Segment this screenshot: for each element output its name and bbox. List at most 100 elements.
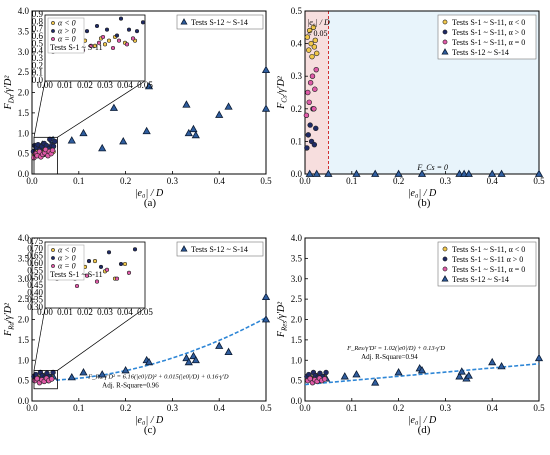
legend-label: Tests S-1 ~ S-11, α = 0	[452, 38, 525, 47]
inset-legend-title: Tests S-1 ~ S-11	[50, 43, 103, 52]
y-tick-label: 1.0	[18, 128, 30, 138]
point-neg	[323, 369, 329, 376]
inset-y-tick-label: 0.50	[27, 273, 43, 283]
inset-point-pos	[106, 38, 112, 43]
inset-y-tick-label: 0.1	[32, 68, 43, 78]
inset-point-zero	[116, 38, 122, 43]
point-tri	[261, 292, 271, 301]
x-axis-label: |e₀| / D	[135, 188, 164, 199]
point-tri	[215, 341, 224, 349]
y-tick-label: 1.5	[18, 335, 30, 345]
inset-point-pos	[92, 43, 98, 48]
legend: Tests S-12 ~ S-14	[176, 14, 264, 30]
point-tri	[305, 169, 314, 177]
point-pos	[309, 53, 315, 60]
inset-point-zero	[74, 283, 80, 289]
x-tick-label: 0.2	[120, 176, 131, 186]
y-tick-label: 0.0	[18, 396, 30, 406]
annotation-region: |e₀| / D	[307, 18, 330, 27]
panel-c: 0.0 0.1 0.2 0.3 0.4 0.5 0.0 0.5 1.0 1.5 2.0 2.5 3.0 3…	[3, 233, 272, 436]
legend-label: Tests S-1 ~ S-11, α < 0	[452, 18, 525, 27]
point-neg	[52, 138, 58, 145]
inset-legend-label: α > 0	[58, 27, 76, 36]
point-tri	[371, 378, 380, 386]
point-tri	[497, 361, 506, 370]
legend-label: Tests S-12 ~ S-14	[452, 275, 509, 284]
y-tick-label: 2.0	[18, 315, 30, 325]
y-tick-label: 4.0	[18, 6, 30, 16]
legend-marker-zero	[442, 39, 448, 45]
fit-equation: F_Res/γ'D² = 1.02(|e0|/D) + 0.13·γ'D	[346, 345, 445, 352]
y-tick-label: 0.5	[291, 6, 303, 16]
inset-point-neg	[134, 29, 140, 34]
point-tri	[121, 366, 130, 374]
inset-point-zero	[94, 279, 100, 284]
legend-marker-zero	[442, 266, 448, 272]
inset-point-zero	[130, 36, 136, 41]
inset-x-tick-label: 0.00	[37, 80, 53, 90]
point-pos	[306, 47, 312, 53]
inset-x-tick-label: 0.04	[117, 80, 133, 90]
x-tick-label: 0.1	[73, 403, 84, 413]
inset-legend-label: α = 0	[58, 35, 76, 44]
x-tick-label: 0.5	[260, 403, 272, 413]
inset-legend-label: α < 0	[58, 19, 76, 28]
inset-x-tick-label: 0.01	[57, 307, 73, 317]
x-tick-label: 0.5	[260, 176, 272, 186]
x-tick-label: 0.4	[214, 176, 226, 186]
legend-box	[176, 14, 264, 30]
point-pos	[314, 50, 320, 57]
inset-y-tick-label: 0.55	[27, 265, 43, 275]
y-tick-label: 0.5	[18, 149, 30, 159]
point-tri	[324, 169, 333, 177]
point-zero	[313, 66, 319, 73]
point-tri	[184, 357, 193, 366]
point-tri	[98, 370, 107, 378]
point-zero	[307, 80, 314, 86]
point-zero	[306, 99, 312, 105]
fit-equation: F_Rd/γ'D² = 6.16(|e0|/D)² + 0.015(|e0|/D…	[87, 374, 229, 381]
y-tick-label: 3.5	[18, 26, 30, 36]
y-tick-label: 1.5	[291, 335, 303, 345]
inset-x-tick-label: 0.00	[37, 307, 53, 317]
inset-point-zero	[124, 42, 130, 47]
point-tri	[79, 128, 88, 137]
x-axis-label: |e₀| / D	[135, 415, 164, 426]
inset-legend-title: Tests S-1 ~ S-11	[50, 270, 103, 279]
y-tick-label: 0.5	[291, 376, 303, 386]
point-tri	[464, 371, 473, 379]
point-neg	[304, 145, 310, 151]
inset-y-tick-label: 0.9	[32, 9, 44, 19]
x-tick-label: 0.5	[533, 403, 545, 413]
y-tick-label: 4.0	[18, 233, 30, 243]
inset-point-zero	[104, 267, 110, 272]
legend-marker-tri	[180, 245, 188, 252]
zoom-connector	[33, 307, 46, 371]
inset-point-pos	[102, 42, 108, 47]
point-tri	[189, 124, 198, 133]
y-tick-label: 0.0	[291, 169, 303, 179]
point-tri	[215, 110, 224, 118]
legend-label: Tests S-12 ~ S-14	[191, 18, 248, 27]
y-tick-label: 2.0	[18, 88, 30, 98]
point-pos	[306, 27, 313, 34]
point-tri	[455, 372, 464, 380]
annotation-threshold: < 0.05	[307, 29, 328, 38]
panel-label: (b)	[418, 197, 431, 209]
inset-legend-label: α > 0	[58, 254, 76, 263]
point-tri	[488, 357, 497, 366]
inset-legend-marker-neg	[51, 256, 55, 260]
y-tick-label: 0.5	[18, 376, 30, 386]
y-axis-label: FCs/γ'D²	[276, 75, 289, 110]
point-tri	[488, 169, 497, 177]
legend: Tests S-12 ~ S-14	[176, 241, 264, 257]
point-pos	[311, 44, 318, 50]
inset-y-tick-label: 0.70	[27, 243, 43, 253]
point-tri	[464, 169, 473, 177]
point-tri	[417, 169, 427, 177]
inset-y-tick-label: 0.40	[27, 287, 43, 297]
point-pos	[310, 24, 317, 30]
inset-y-tick-label: 0.65	[27, 251, 43, 261]
point-tri	[191, 130, 200, 139]
